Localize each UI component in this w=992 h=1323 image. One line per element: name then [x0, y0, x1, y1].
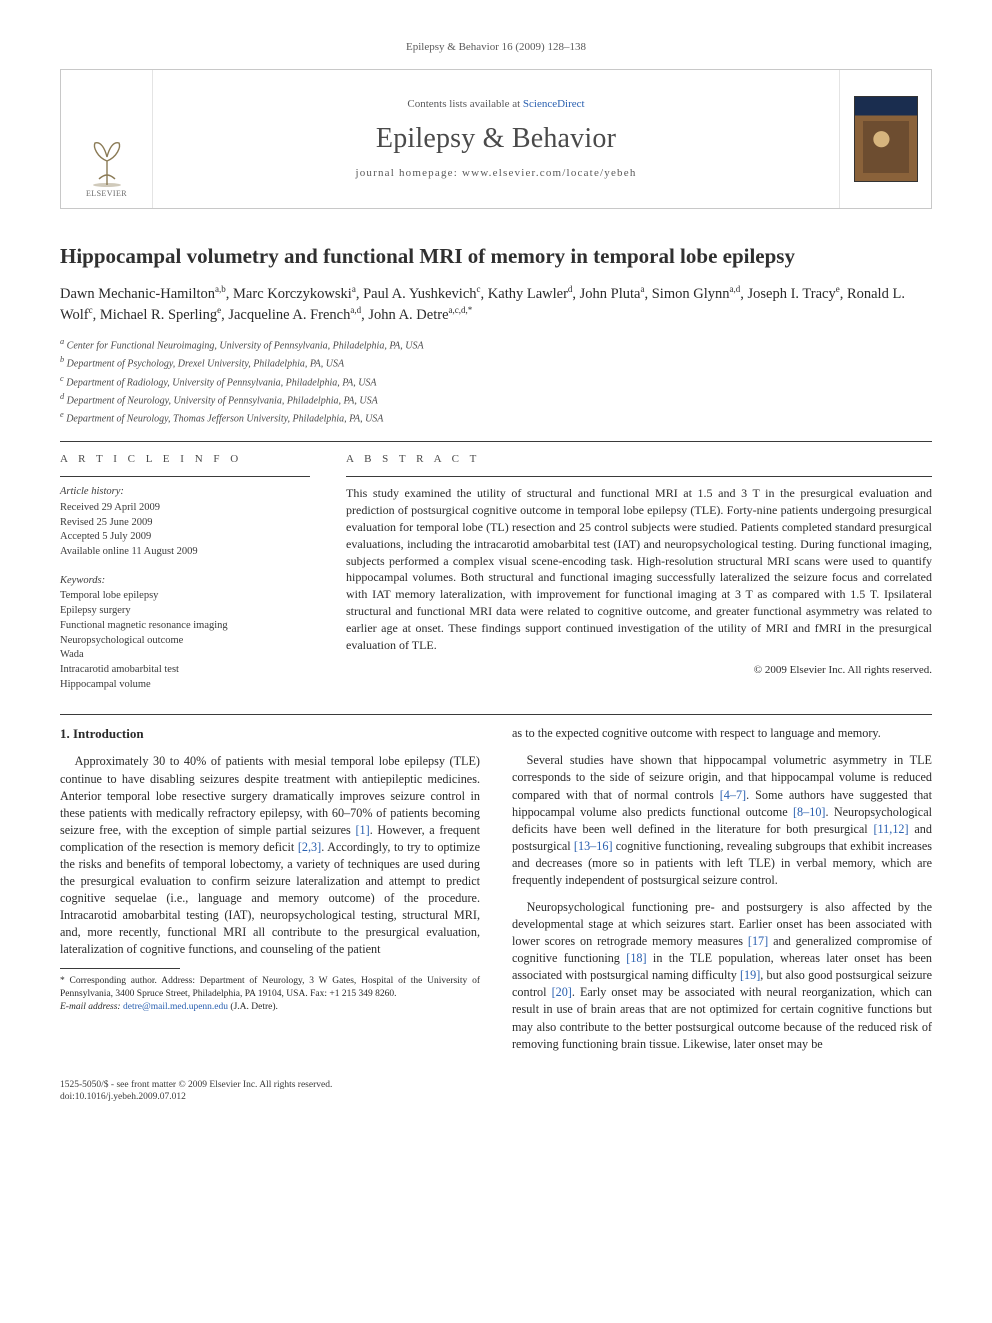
citation-ref[interactable]: [19]	[740, 968, 760, 982]
citation-ref[interactable]: [1]	[355, 823, 369, 837]
email-attribution: (J.A. Detre).	[230, 1002, 277, 1012]
sciencedirect-link[interactable]: ScienceDirect	[523, 98, 585, 110]
citation-ref[interactable]: [11,12]	[873, 822, 908, 836]
abstract-copyright: © 2009 Elsevier Inc. All rights reserved…	[346, 663, 932, 678]
citation-ref[interactable]: [18]	[626, 951, 646, 965]
body-paragraph: Approximately 30 to 40% of patients with…	[60, 753, 480, 958]
citation-ref[interactable]: [20]	[552, 985, 572, 999]
rule-bottom	[60, 714, 932, 715]
footer: 1525-5050/$ - see front matter © 2009 El…	[60, 1079, 932, 1104]
citation-ref[interactable]: [2,3]	[298, 840, 321, 854]
abstract-text: This study examined the utility of struc…	[346, 485, 932, 653]
article-info-label: A R T I C L E I N F O	[60, 452, 310, 467]
elsevier-tree-icon	[79, 139, 135, 187]
abstract-label: A B S T R A C T	[346, 452, 932, 467]
publisher-logo-cell: ELSEVIER	[61, 70, 153, 208]
keyword: Functional magnetic resonance imaging	[60, 619, 310, 634]
keywords-head: Keywords:	[60, 574, 310, 589]
affiliation-line: d Department of Neurology, University of…	[60, 391, 932, 408]
affiliation-line: a Center for Functional Neuroimaging, Un…	[60, 336, 932, 353]
article-meta-row: A R T I C L E I N F O Article history: R…	[60, 452, 932, 693]
email-label: E-mail address:	[60, 1002, 121, 1012]
publisher-name: ELSEVIER	[86, 189, 127, 200]
keyword: Wada	[60, 648, 310, 663]
keywords-block: Keywords: Temporal lobe epilepsyEpilepsy…	[60, 574, 310, 693]
info-rule	[60, 476, 310, 477]
keyword: Intracarotid amobarbital test	[60, 663, 310, 678]
running-head: Epilepsy & Behavior 16 (2009) 128–138	[60, 40, 932, 55]
journal-banner: ELSEVIER Contents lists available at Sci…	[60, 69, 932, 209]
section-heading-intro: 1. Introduction	[60, 725, 480, 743]
article-title: Hippocampal volumetry and functional MRI…	[60, 243, 932, 269]
author-list: Dawn Mechanic-Hamiltona,b, Marc Korczyko…	[60, 283, 932, 326]
contents-prefix: Contents lists available at	[407, 98, 522, 110]
body-paragraph: Several studies have shown that hippocam…	[512, 752, 932, 889]
contents-available-line: Contents lists available at ScienceDirec…	[407, 97, 584, 112]
doi-line: doi:10.1016/j.yebeh.2009.07.012	[60, 1091, 932, 1103]
journal-cover-thumb	[854, 96, 918, 182]
citation-ref[interactable]: [13–16]	[574, 839, 613, 853]
history-line: Received 29 April 2009	[60, 501, 310, 516]
cover-cell	[839, 70, 931, 208]
history-head: Article history:	[60, 485, 310, 500]
banner-center: Contents lists available at ScienceDirec…	[153, 70, 839, 208]
citation-ref[interactable]: [4–7]	[720, 788, 746, 802]
keyword: Epilepsy surgery	[60, 604, 310, 619]
affiliations: a Center for Functional Neuroimaging, Un…	[60, 336, 932, 427]
front-matter-line: 1525-5050/$ - see front matter © 2009 El…	[60, 1079, 932, 1091]
history-line: Revised 25 June 2009	[60, 516, 310, 531]
corresponding-address: * Corresponding author. Address: Departm…	[60, 975, 480, 1001]
affiliation-line: c Department of Radiology, University of…	[60, 373, 932, 390]
rule-top	[60, 441, 932, 442]
history-line: Accepted 5 July 2009	[60, 530, 310, 545]
history-line: Available online 11 August 2009	[60, 545, 310, 560]
keyword: Hippocampal volume	[60, 678, 310, 693]
abstract-rule	[346, 476, 932, 477]
corresponding-email[interactable]: detre@mail.med.upenn.edu	[123, 1002, 228, 1012]
body-columns: 1. Introduction Approximately 30 to 40% …	[60, 725, 932, 1062]
elsevier-logo: ELSEVIER	[76, 138, 138, 200]
affiliation-line: b Department of Psychology, Drexel Unive…	[60, 354, 932, 371]
abstract-block: A B S T R A C T This study examined the …	[346, 452, 932, 693]
citation-ref[interactable]: [17]	[748, 934, 768, 948]
journal-title: Epilepsy & Behavior	[376, 120, 616, 158]
keyword: Temporal lobe epilepsy	[60, 589, 310, 604]
article-history: Article history: Received 29 April 2009R…	[60, 485, 310, 559]
journal-homepage[interactable]: journal homepage: www.elsevier.com/locat…	[355, 166, 636, 181]
corresponding-footnote: * Corresponding author. Address: Departm…	[60, 975, 480, 1013]
affiliation-line: e Department of Neurology, Thomas Jeffer…	[60, 409, 932, 426]
article-info-block: A R T I C L E I N F O Article history: R…	[60, 452, 310, 693]
footnote-separator	[60, 968, 180, 969]
body-paragraph: as to the expected cognitive outcome wit…	[512, 725, 932, 742]
keyword: Neuropsychological outcome	[60, 634, 310, 649]
citation-ref[interactable]: [8–10]	[793, 805, 826, 819]
body-paragraph: Neuropsychological functioning pre- and …	[512, 899, 932, 1053]
